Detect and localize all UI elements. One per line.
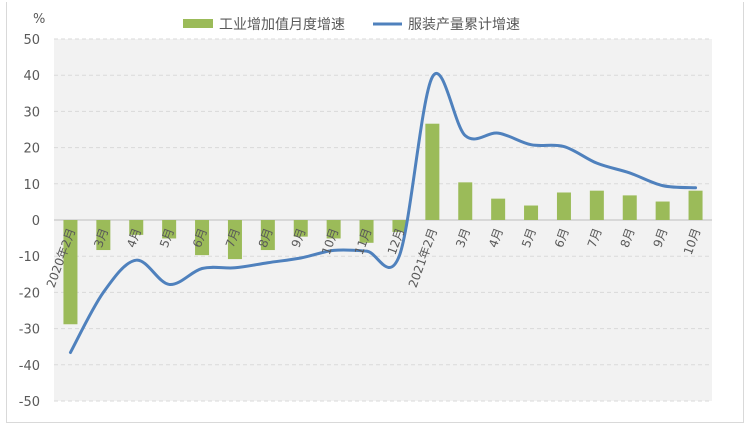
x-tick-label: 5月 — [157, 226, 177, 249]
x-tick-label: 8月 — [256, 226, 276, 249]
bar — [425, 123, 440, 220]
x-tick-label: 9月 — [651, 226, 671, 249]
x-tick-label: 5月 — [519, 226, 539, 249]
series-line — [68, 72, 698, 354]
bar — [688, 190, 703, 220]
bar — [260, 220, 275, 251]
x-tick-label: 7月 — [585, 226, 605, 249]
bar — [195, 220, 210, 256]
y-tick-label: 10 — [23, 178, 40, 193]
y-tick-label: 30 — [23, 105, 40, 120]
y-tick-label: -30 — [19, 323, 40, 338]
y-tick-label: 40 — [23, 69, 40, 84]
legend-label-line: 服装产量累计增速 — [408, 17, 520, 33]
bar — [458, 182, 473, 220]
x-tick-label: 9月 — [289, 226, 309, 249]
y-tick-label: -20 — [19, 286, 40, 301]
y-tick-label: -10 — [19, 250, 40, 265]
y-tick-label: 20 — [23, 142, 40, 157]
legend-label-bar: 工业增加值月度增速 — [219, 17, 345, 33]
x-tick-label: 4月 — [124, 226, 144, 249]
x-tick-label: 3月 — [453, 226, 473, 249]
bar — [326, 220, 341, 239]
bar — [556, 192, 571, 220]
bar — [524, 205, 539, 220]
bar — [589, 190, 604, 220]
y-tick-label: 0 — [32, 214, 40, 229]
bar — [655, 201, 670, 220]
x-tick-label: 4月 — [486, 226, 506, 249]
bar — [359, 220, 374, 243]
bar — [162, 220, 177, 239]
bar — [96, 220, 111, 251]
chart-frame — [6, 2, 744, 423]
y-tick-label: -40 — [19, 359, 40, 374]
bar — [293, 220, 308, 237]
bar — [392, 220, 407, 232]
bar — [129, 220, 144, 235]
bar — [491, 198, 506, 220]
x-tick-label: 6月 — [190, 226, 210, 249]
y-tick-label: -50 — [19, 395, 40, 410]
bar — [622, 195, 637, 220]
x-tick-label: 7月 — [223, 226, 243, 249]
legend-swatch-bar — [183, 19, 213, 28]
x-tick-label: 3月 — [91, 226, 111, 249]
y-tick-label: 50 — [23, 33, 40, 48]
bar — [227, 220, 242, 260]
bar — [63, 220, 78, 325]
x-tick-label: 6月 — [552, 226, 572, 249]
x-tick-label: 8月 — [618, 226, 638, 249]
y-axis-unit: % — [33, 12, 45, 27]
